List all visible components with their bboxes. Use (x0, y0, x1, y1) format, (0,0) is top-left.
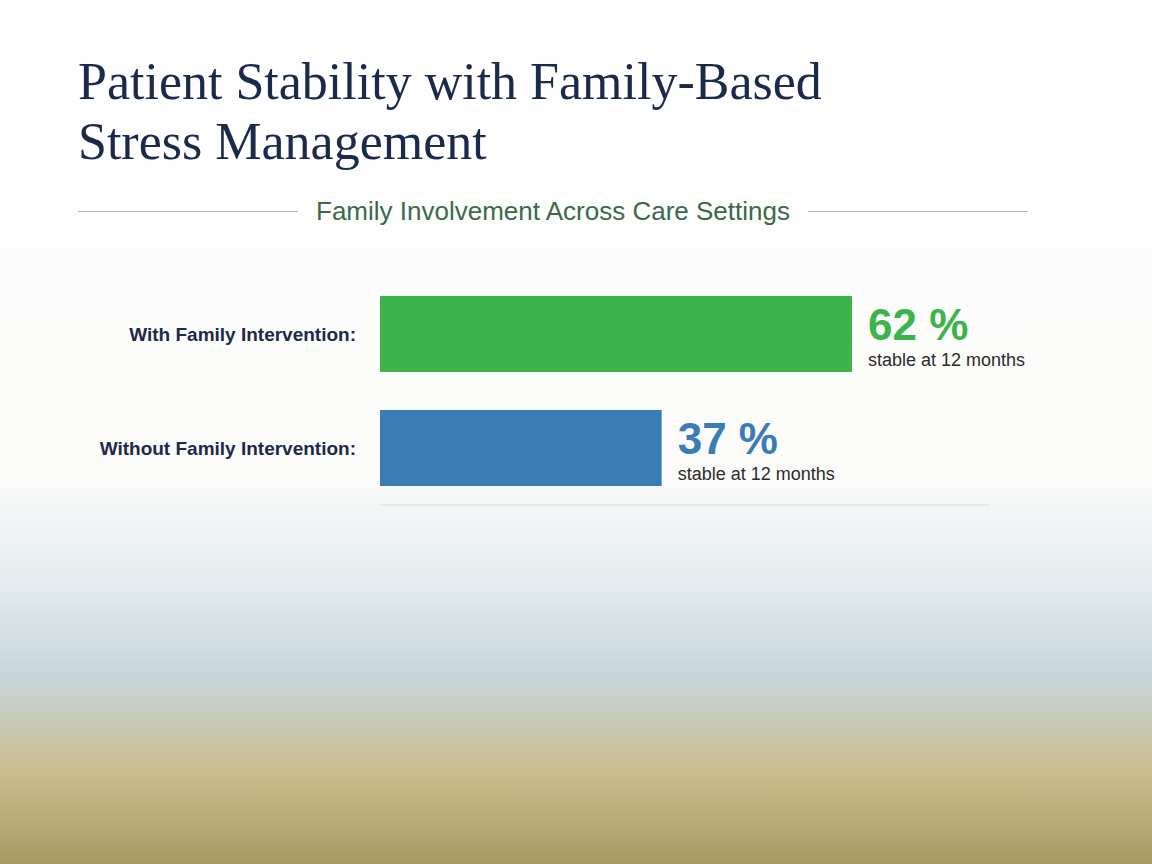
svg-text:Without Family Intervention:: Without Family Intervention: (100, 438, 356, 459)
html-text:Patient Stability with Family-: Patient Stability with Family-Based Stre… (78, 53, 822, 170)
svg-text:stable at 12 months: stable at 12 months (868, 350, 1025, 370)
svg-text:37 %: 37 % (678, 414, 778, 463)
svg-text:With Family Intervention:: With Family Intervention: (129, 324, 356, 345)
html-text:Family Involvement Across Care: Family Involvement Across Care Settings (316, 196, 790, 226)
svg-text:stable at 12 months: stable at 12 months (678, 464, 835, 484)
svg-text:62 %: 62 % (868, 300, 968, 349)
